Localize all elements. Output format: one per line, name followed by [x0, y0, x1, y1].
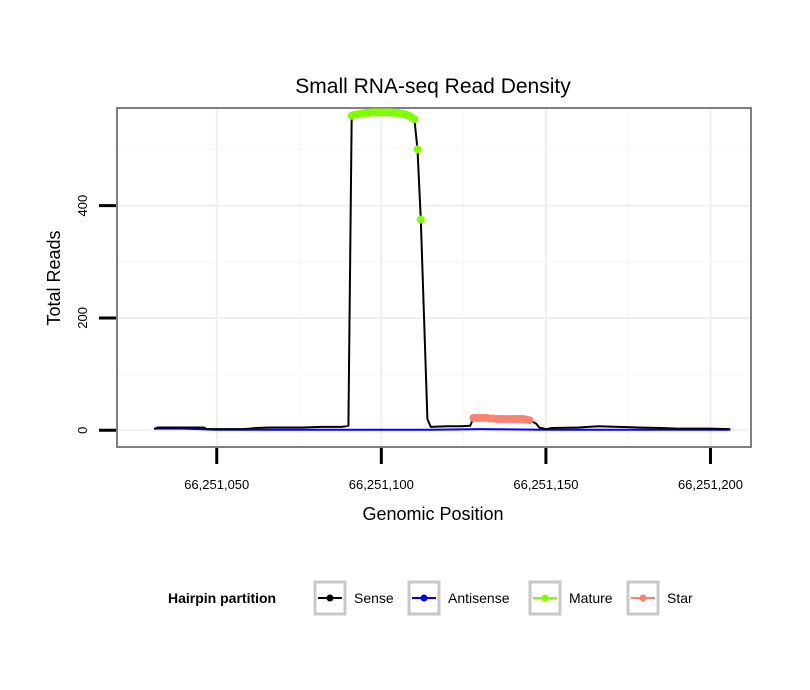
y-tick-label: 200: [75, 307, 90, 329]
x-tick-label: 66,251,200: [678, 477, 743, 492]
series-layer: [153, 108, 731, 431]
legend-item-sense: Sense: [313, 580, 394, 616]
axis-layer: 66,251,050 66,251,100 66,251,150 66,251,200…: [75, 195, 743, 492]
data-point-mature: [410, 115, 419, 124]
legend-item-mature: Mature: [528, 580, 613, 616]
x-axis-title: Genomic Position: [362, 504, 503, 524]
y-tick-label: 0: [75, 427, 90, 434]
legend-item-star: Star: [626, 580, 693, 616]
data-point-star: [525, 416, 534, 425]
legend: Hairpin partition Sense Antisense Mature St…: [168, 580, 693, 616]
legend-title: Hairpin partition: [168, 590, 276, 606]
legend-item-antisense: Antisense: [407, 580, 510, 616]
series-line-sense: [153, 111, 731, 431]
legend-key-point: [541, 594, 549, 602]
data-point-mature: [413, 145, 422, 154]
plot-panel: [116, 107, 752, 448]
legend-label: Sense: [354, 590, 394, 606]
legend-label: Mature: [569, 590, 613, 606]
legend-label: Antisense: [448, 590, 510, 606]
y-tick-label: 400: [75, 195, 90, 217]
x-tick-label: 66,251,050: [184, 477, 249, 492]
x-tick-label: 66,251,100: [349, 477, 414, 492]
chart-title: Small RNA-seq Read Density: [295, 75, 571, 98]
data-point-mature: [416, 215, 425, 224]
legend-label: Star: [667, 590, 693, 606]
y-axis-title: Total Reads: [44, 230, 64, 325]
legend-key-point: [639, 594, 647, 602]
x-tick-label: 66,251,150: [513, 477, 578, 492]
legend-key-point: [326, 594, 334, 602]
legend-key-point: [420, 594, 428, 602]
